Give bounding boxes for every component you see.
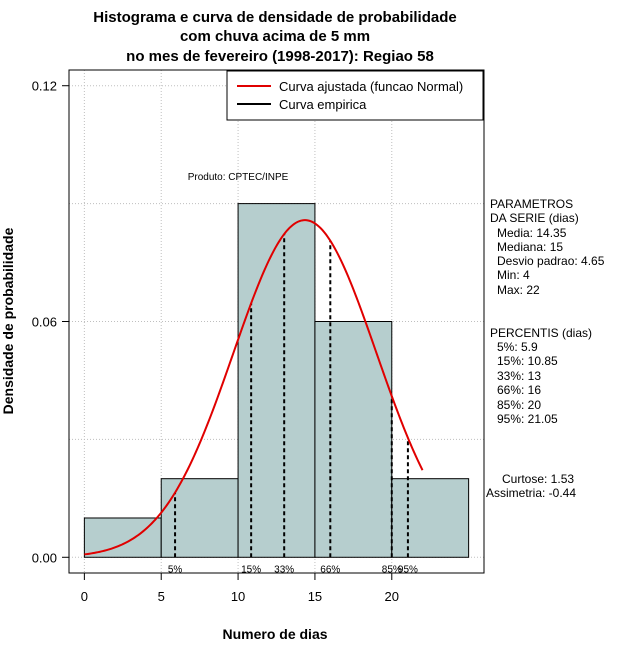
stats-parametros-title-2: DA SERIE (dias)	[490, 211, 579, 225]
axes: 0 5 10 15 20 0.00 0.06 0.12	[32, 79, 399, 604]
stats-p15: 15%: 10.85	[497, 354, 558, 368]
normal-curve-line	[84, 219, 424, 556]
stats-p95: 95%: 21.05	[497, 412, 558, 426]
percentile-marker-label-2: 33%	[274, 564, 294, 575]
legend-label-fitted: Curva ajustada (funcao Normal)	[279, 79, 463, 94]
chart-title-line-3: no mes de fevereiro (1998-2017): Regiao …	[126, 48, 434, 65]
stats-panel: PARAMETROS DA SERIE (dias) Media: 14.35 …	[486, 197, 605, 500]
legend-label-empirical: Curva empirica	[279, 97, 367, 112]
x-tick-label-2: 10	[231, 589, 245, 604]
stats-p66: 66%: 16	[497, 383, 541, 397]
stats-p33: 33%: 13	[497, 369, 541, 383]
stats-percentis-title: PERCENTIS (dias)	[490, 326, 592, 340]
stats-p5: 5%: 5.9	[497, 340, 538, 354]
y-tick-label-2: 0.12	[32, 79, 57, 94]
legend: Curva ajustada (funcao Normal) Curva emp…	[226, 70, 484, 121]
product-annotation: Produto: CPTEC/INPE	[188, 172, 289, 183]
histogram-bar-1	[160, 478, 239, 558]
histogram-bar-3	[314, 321, 393, 558]
y-axis-title: Densidade de probabilidade	[0, 227, 16, 414]
y-tick-label-0: 0.00	[32, 550, 57, 565]
x-tick-label-3: 15	[308, 589, 322, 604]
percentile-marker-label-1: 15%	[241, 564, 261, 575]
stats-media: Media: 14.35	[497, 226, 567, 240]
percentile-marker-label-3: 66%	[320, 564, 340, 575]
stats-assimetria: Assimetria: -0.44	[486, 486, 576, 500]
histogram-bar-0	[83, 517, 162, 558]
percentile-marker-label-0: 5%	[168, 564, 183, 575]
stats-parametros-title-1: PARAMETROS	[490, 197, 573, 211]
y-tick-label-1: 0.06	[32, 315, 57, 330]
stats-p85: 85%: 20	[497, 398, 541, 412]
percentile-marker-label-4: 85%	[382, 564, 402, 575]
stats-curtose: Curtose: 1.53	[502, 472, 574, 486]
histogram-bars	[83, 203, 470, 558]
chart-title-line-2: com chuva acima de 5 mm	[180, 28, 370, 45]
x-tick-label-4: 20	[385, 589, 399, 604]
percentile-marker-label-5: 95%	[398, 564, 418, 575]
x-axis-title: Numero de dias	[222, 626, 327, 642]
x-tick-label-1: 5	[158, 589, 165, 604]
percentile-markers: 5% 15% 33% 66% 85%95%	[168, 234, 418, 575]
stats-desvio: Desvio padrao: 4.65	[497, 254, 605, 268]
legend-box	[226, 70, 484, 121]
chart-title-line-1: Histograma e curva de densidade de proba…	[93, 9, 456, 26]
histogram-bar-2	[237, 203, 316, 558]
stats-max: Max: 22	[497, 283, 540, 297]
stats-min: Min: 4	[497, 268, 530, 282]
stats-mediana: Mediana: 15	[497, 240, 563, 254]
histogram-bar-4	[391, 478, 470, 558]
x-tick-label-0: 0	[81, 589, 88, 604]
